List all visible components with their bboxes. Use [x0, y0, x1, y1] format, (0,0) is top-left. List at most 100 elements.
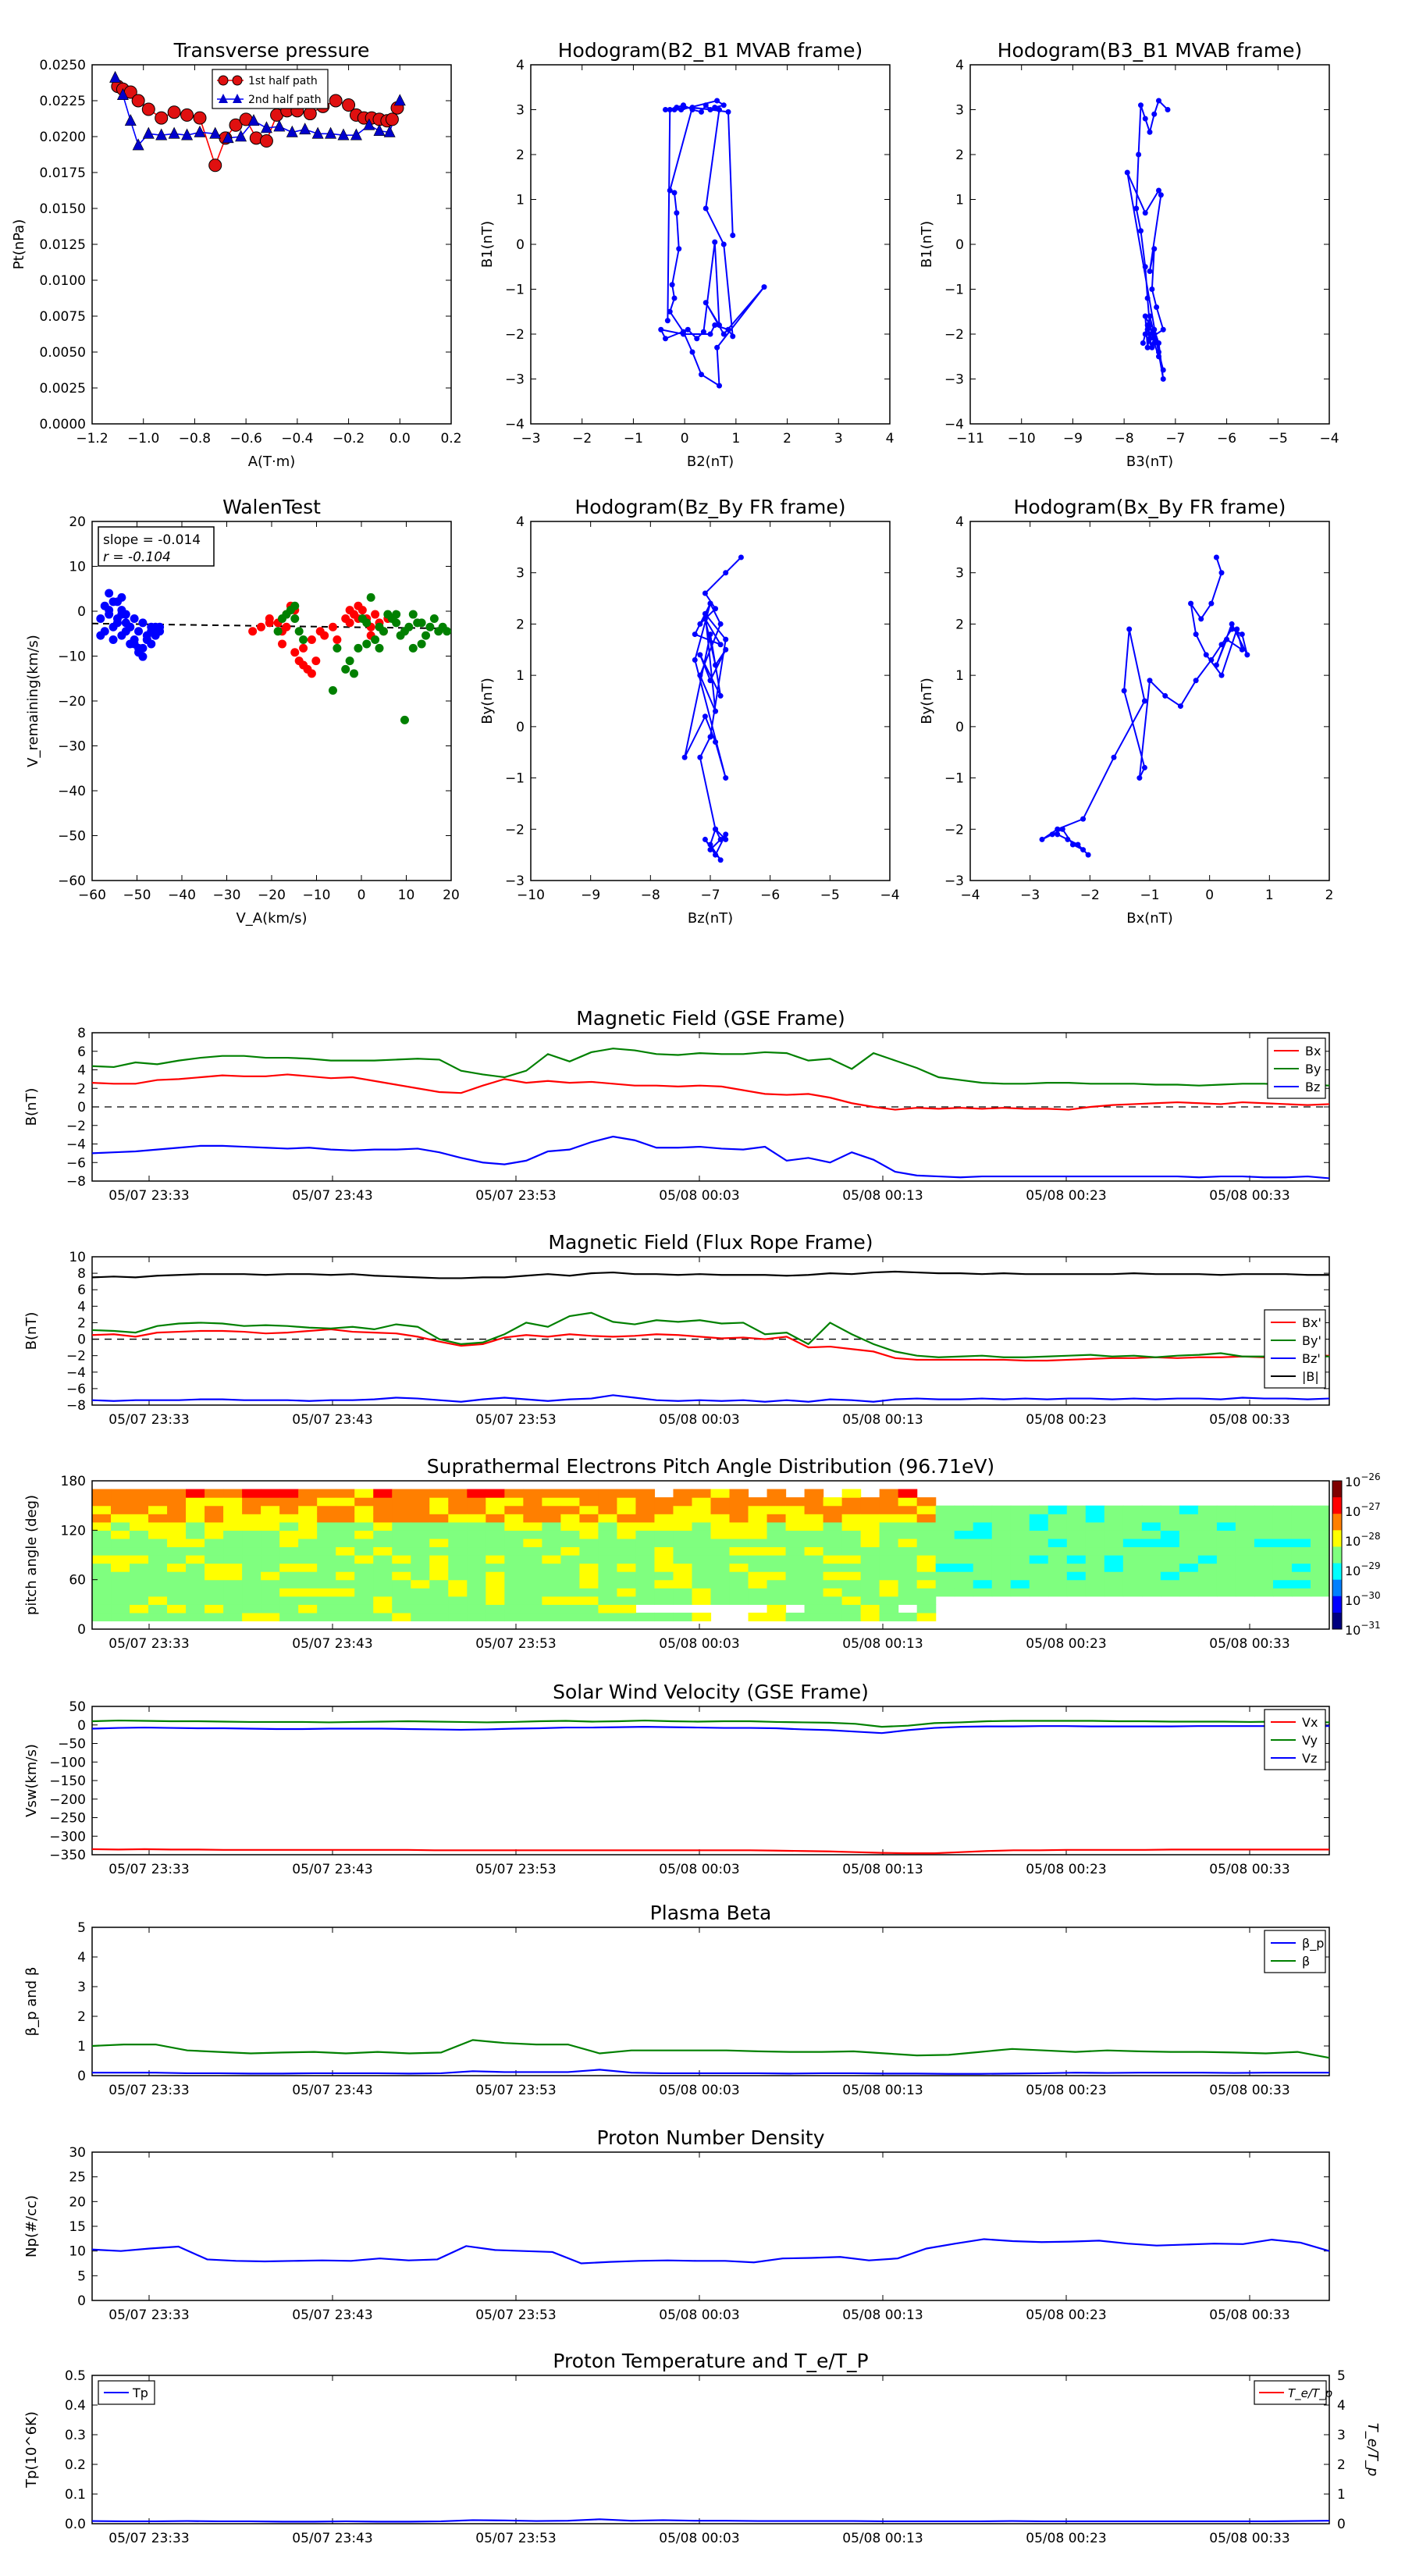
pad-cell [692, 1571, 712, 1581]
pad-cell [823, 1546, 843, 1556]
pad-cell [991, 1555, 1012, 1564]
annotation-r: r = -0.104 [103, 550, 171, 565]
y-tick-label: −2 [944, 822, 964, 838]
pad-cell [429, 1538, 449, 1548]
pad-cell [954, 1579, 974, 1589]
pad-cell [205, 1489, 224, 1498]
pad-cell [242, 1497, 261, 1507]
y-tick-label: 30 [69, 2145, 86, 2161]
pad-cell [261, 1530, 280, 1539]
pad-cell [317, 1497, 336, 1507]
pad-cell [336, 1571, 355, 1581]
hodogram-point [717, 642, 724, 648]
scatter-point-red [299, 643, 308, 653]
pad-cell [167, 1538, 187, 1548]
y-tick-label: 0 [77, 2069, 86, 2084]
pad-cell [373, 1596, 393, 1605]
pad-cell [1104, 1588, 1124, 1597]
y-tick-label: 20 [69, 2194, 86, 2210]
pad-cell [298, 1538, 318, 1548]
time-tick-label: 05/08 00:33 [1209, 2083, 1289, 2098]
hodogram-point [681, 102, 686, 109]
x-tick-label: 2 [1325, 888, 1334, 903]
x-tick-label: 1 [1265, 888, 1274, 903]
pad-cell [1254, 1563, 1274, 1572]
pad-cell [617, 1604, 637, 1614]
pad-cell [598, 1546, 618, 1556]
pad-cell [186, 1555, 205, 1564]
pad-cell [898, 1546, 918, 1556]
pad-cell [261, 1563, 280, 1572]
hodogram-point [1039, 836, 1045, 842]
pad-cell [429, 1505, 449, 1514]
pad-cell [523, 1489, 542, 1498]
data-point-2nd-half [235, 130, 247, 142]
pad-cell [916, 1612, 937, 1622]
x-tick-label: 10 [398, 888, 415, 903]
pad-cell [223, 1588, 243, 1597]
panel-title: Hodogram(Bz_By FR frame) [574, 496, 845, 518]
scatter-point-blue [126, 622, 135, 632]
pad-cell [223, 1514, 243, 1523]
data-point-2nd-half [373, 123, 386, 136]
y-tick-label: 4 [77, 1950, 86, 1966]
pad-cell [448, 1596, 468, 1605]
pad-cell [1216, 1555, 1236, 1564]
pad-cell [223, 1530, 243, 1539]
legend-tp: Tp [98, 2380, 155, 2405]
pad-cell [785, 1612, 806, 1622]
pad-cell [692, 1612, 712, 1622]
scatter-point-green [290, 601, 300, 610]
pad-cell [130, 1546, 149, 1556]
pad-cell [954, 1505, 974, 1514]
pad-cell [841, 1596, 862, 1605]
pad-cell [373, 1555, 393, 1564]
pad-cell [223, 1571, 243, 1581]
x-tick-label: −0.2 [333, 431, 365, 447]
hodogram-point [717, 692, 724, 699]
pad-cell [916, 1571, 937, 1581]
pad-cell [1179, 1546, 1199, 1556]
pad-cell [598, 1612, 618, 1622]
pad-cell [1179, 1588, 1199, 1597]
pad-cell [373, 1521, 393, 1531]
colorbar-tick-label: 10−26 [1345, 1471, 1381, 1489]
pad-cell [111, 1563, 130, 1572]
hodogram-point [697, 621, 703, 627]
time-tick-label: 05/07 23:33 [108, 2307, 189, 2323]
pad-cell [542, 1555, 561, 1564]
pad-cell [1310, 1579, 1330, 1589]
pad-cell [729, 1489, 749, 1498]
pad-cell [1048, 1588, 1068, 1597]
colorbar-segment [1332, 1563, 1342, 1581]
y-tick-label: 0.0150 [40, 201, 86, 217]
hodogram-point [1218, 570, 1225, 576]
pad-cell [748, 1538, 768, 1548]
scatter-point-blue [155, 627, 165, 636]
pad-cell [148, 1571, 168, 1581]
pad-cell [186, 1514, 205, 1523]
y-tick-label: 4 [77, 1299, 86, 1315]
pad-cell [1216, 1588, 1236, 1597]
pad-cell [354, 1596, 374, 1605]
data-point-2nd-half [142, 126, 155, 139]
hodogram-point [1229, 626, 1235, 632]
y-axis-label: B(nT) [23, 1088, 40, 1126]
pad-cell [1179, 1579, 1199, 1589]
legend-box [1264, 1930, 1326, 1973]
pad-cell [167, 1497, 187, 1507]
time-tick-label: 05/07 23:33 [108, 1188, 189, 1204]
panel-title: Plasma Beta [650, 1902, 772, 1924]
pad-cell [1104, 1555, 1124, 1564]
pad-cell [1216, 1505, 1236, 1514]
pad-cell [1197, 1514, 1218, 1523]
time-tick-label: 05/07 23:43 [292, 2531, 372, 2546]
pad-cell [448, 1604, 468, 1614]
y-tick-label: −3 [505, 873, 525, 889]
y-tick-label: 50 [69, 1699, 86, 1715]
pad-cell [186, 1588, 205, 1597]
pad-cell [111, 1505, 130, 1514]
pad-cell [710, 1555, 731, 1564]
pad-cell [1179, 1538, 1199, 1548]
